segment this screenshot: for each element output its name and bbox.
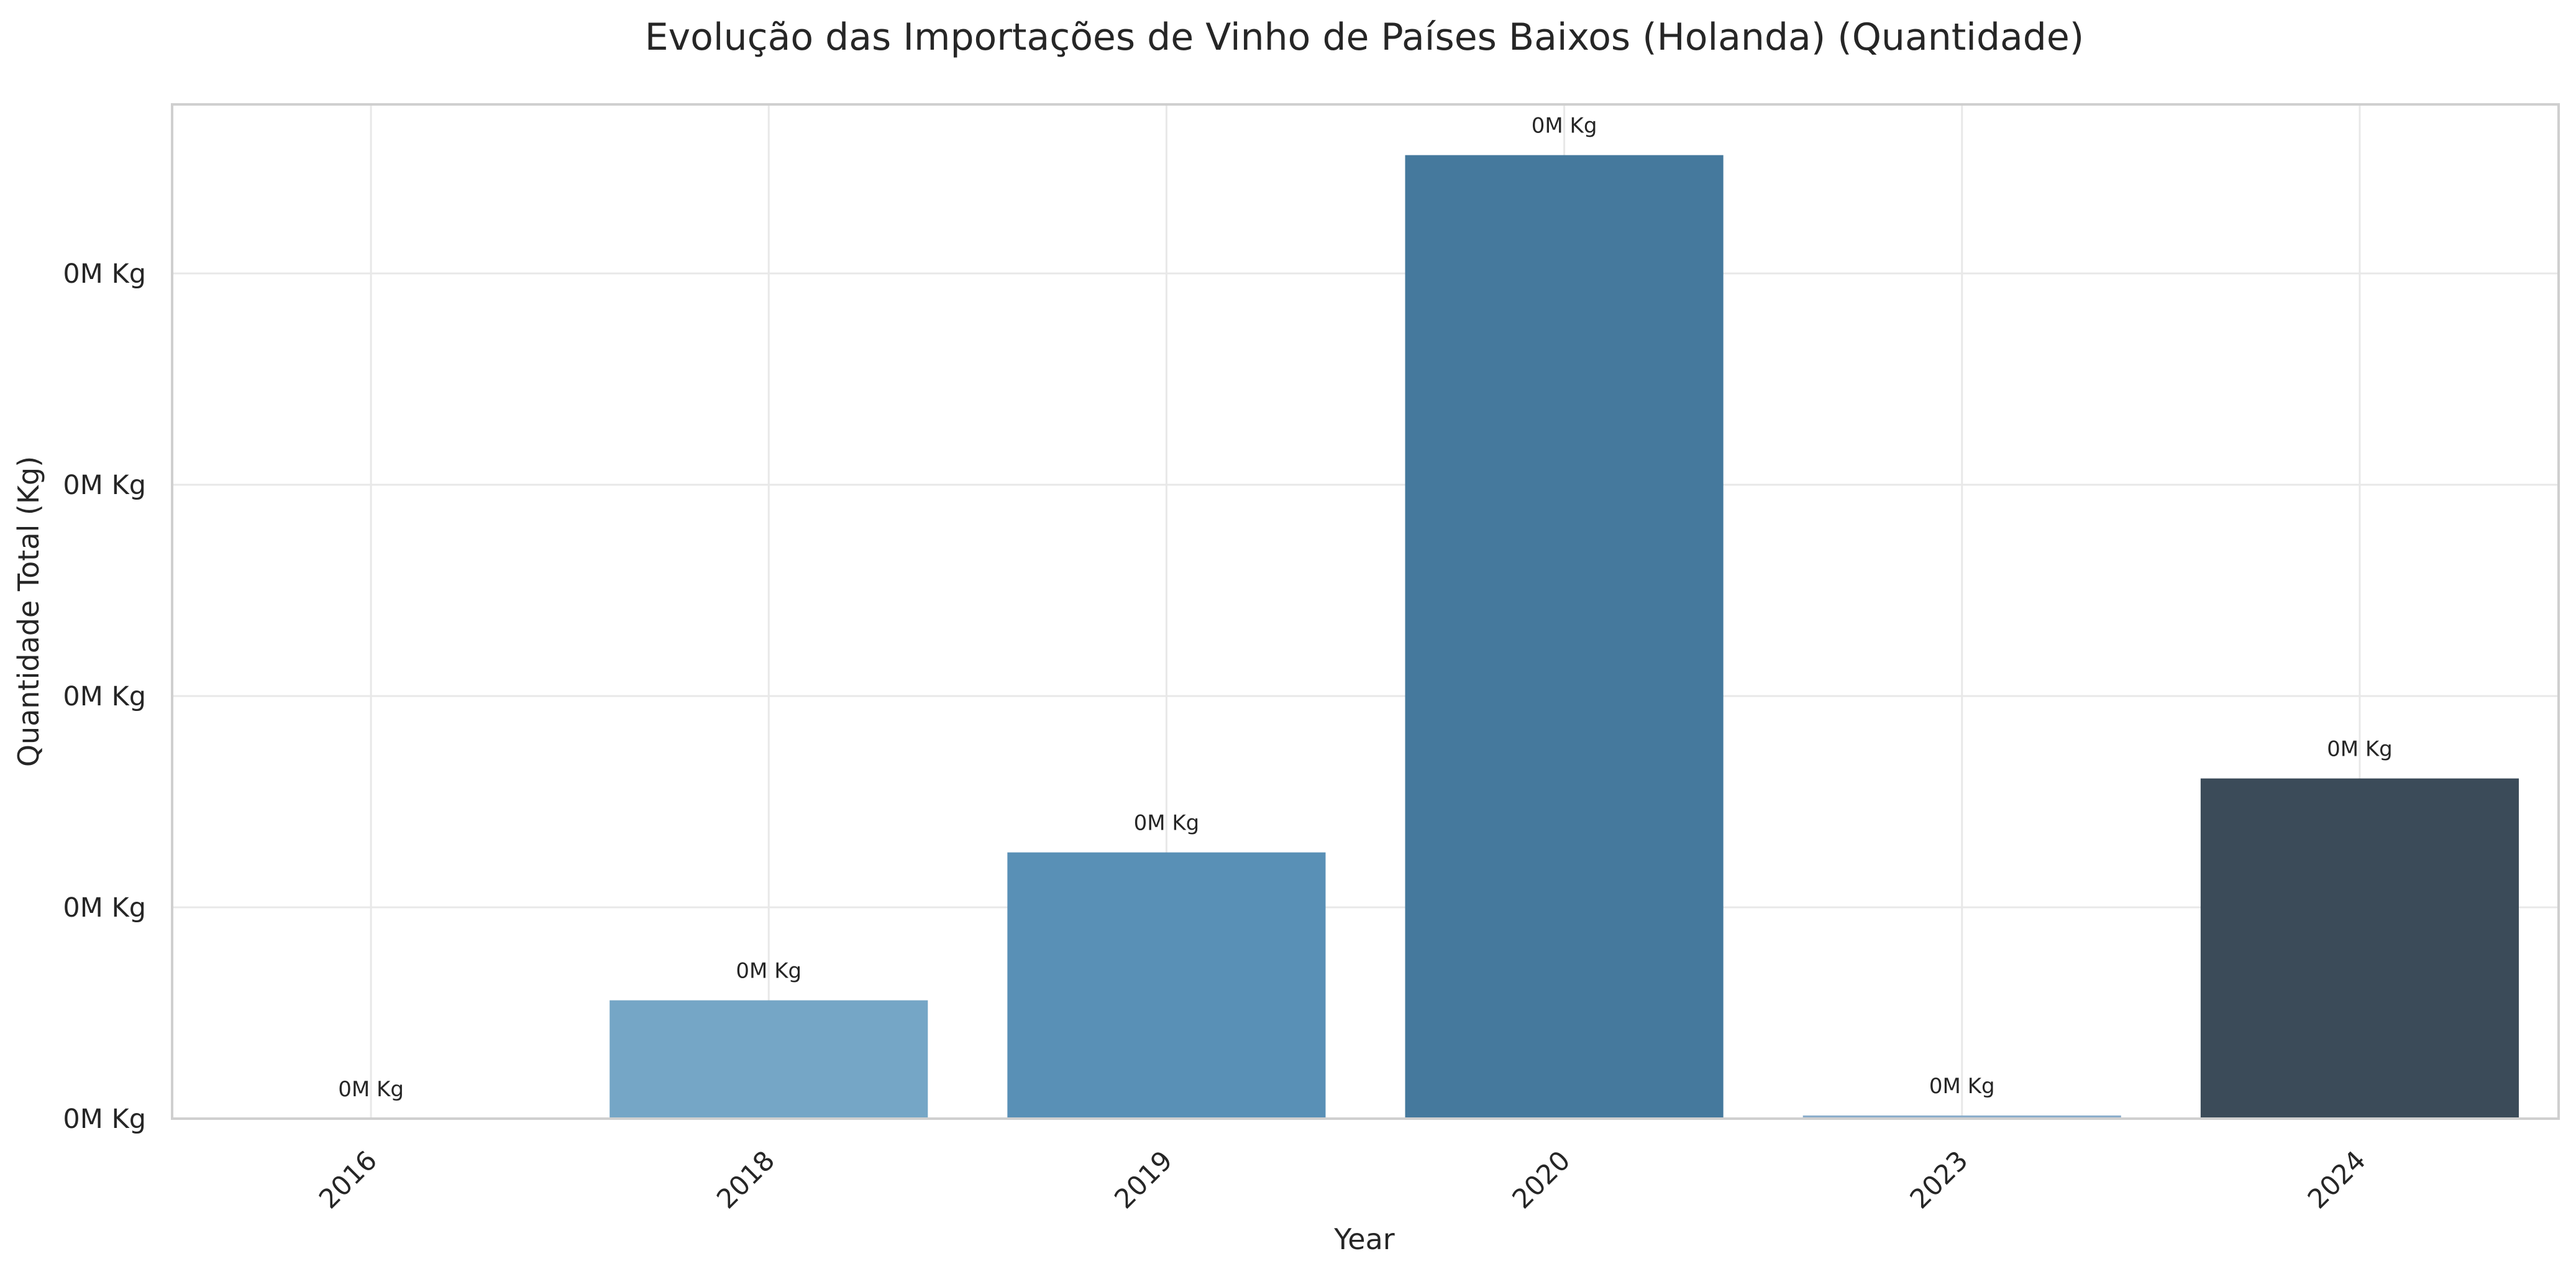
data-label: 0M Kg [1134,811,1200,836]
x-tick-label: 2023 [1904,1145,1975,1215]
y-tick-label: 0M Kg [63,892,146,923]
data-label: 0M Kg [1929,1074,1995,1099]
x-tick-label: 2024 [2302,1145,2372,1215]
x-tick-label: 2018 [711,1145,781,1215]
x-tick-label: 2016 [313,1145,383,1215]
bar-2020 [1405,155,1724,1119]
data-label: 0M Kg [736,959,802,984]
y-axis-label: Quantidade Total (Kg) [12,456,45,767]
grid-layer [172,104,2559,1120]
x-axis-label: Year [1333,1222,1394,1256]
y-tick-label: 0M Kg [63,259,146,290]
x-tick-label: 2019 [1108,1145,1179,1215]
data-labels: 0M Kg 0M Kg 0M Kg 0M Kg 0M Kg 0M Kg [338,114,2392,1102]
y-tick-label: 0M Kg [63,681,146,712]
y-tick-label: 0M Kg [63,470,146,501]
y-tick-label: 0M Kg [63,1104,146,1135]
bar-2018 [610,1000,928,1119]
x-tick-label: 2020 [1507,1145,1577,1215]
bar-2024 [2200,778,2519,1119]
data-label: 0M Kg [2327,737,2393,762]
bars-layer [610,155,2519,1119]
data-label: 0M Kg [1532,114,1597,139]
y-axis-ticks: 0M Kg 0M Kg 0M Kg 0M Kg 0M Kg [63,259,146,1135]
bar-2023 [1802,1115,2121,1119]
data-label: 0M Kg [338,1077,404,1102]
plot-frame [171,103,2560,1120]
chart-title: Evolução das Importações de Vinho de Paí… [645,16,2084,59]
bar-2019 [1007,852,1326,1119]
x-axis-ticks: 2016 2018 2019 2020 2023 2024 [313,1145,2372,1215]
